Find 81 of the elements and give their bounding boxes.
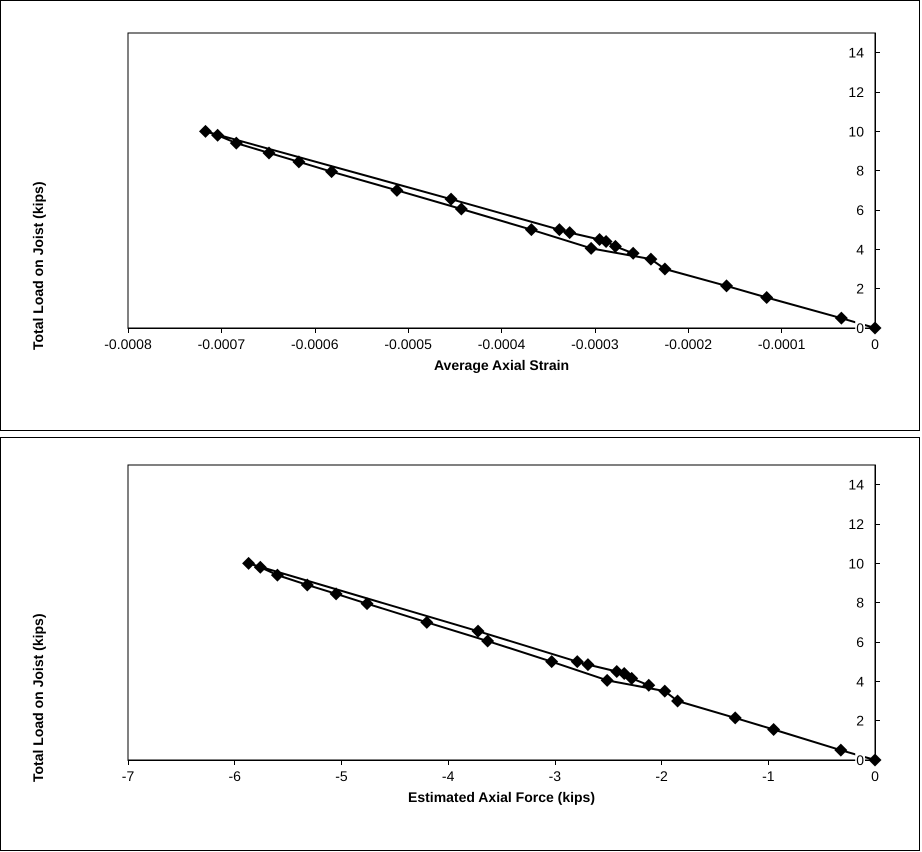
point [199, 124, 212, 138]
x-tick-label: -0.0007 [198, 336, 246, 352]
y-tick-label: 8 [856, 162, 864, 179]
y-tick-label: 2 [856, 280, 864, 297]
point [330, 587, 343, 600]
y-tick-label: 2 [856, 712, 864, 729]
y-tick-label: 14 [848, 44, 864, 61]
point [563, 226, 576, 240]
point [658, 262, 672, 276]
point [300, 578, 314, 592]
point [270, 568, 284, 582]
x-tick-label: -0.0001 [758, 336, 806, 352]
point [390, 184, 404, 197]
point [728, 711, 742, 724]
x-tick-label: 0 [871, 336, 880, 352]
point [552, 223, 566, 236]
x-tick-label: -3 [548, 768, 562, 784]
x-tick-label: -0.0008 [104, 336, 152, 352]
point [834, 744, 848, 757]
point [444, 192, 458, 206]
x-tick-label: -7 [122, 768, 134, 784]
point [600, 234, 613, 248]
point [581, 658, 594, 672]
point [642, 678, 656, 692]
point [360, 597, 374, 610]
y-tick-label: 10 [848, 123, 864, 140]
x-tick-label: -0.0006 [291, 336, 339, 352]
x-tick-label: 0 [871, 768, 880, 784]
point [760, 291, 774, 304]
y-tick-label: 14 [848, 476, 864, 493]
point [584, 242, 598, 255]
x-axis-title: Average Axial Strain [434, 357, 570, 373]
x-tick-label: -0.0003 [571, 336, 619, 352]
point [625, 672, 638, 685]
point [472, 624, 485, 638]
x-tick-label: -0.0002 [664, 336, 712, 352]
point [671, 694, 684, 708]
point [767, 723, 780, 736]
point [626, 246, 640, 260]
x-tick-label: -5 [335, 768, 348, 784]
y-axis-title: Total Load on Joist (kips) [30, 613, 46, 782]
y-tick-label: 12 [848, 84, 864, 100]
x-tick-label: -0.0004 [478, 336, 526, 352]
y-tick-label: 6 [856, 202, 864, 218]
point [600, 674, 614, 687]
point [570, 655, 584, 668]
point [292, 155, 306, 168]
point [545, 655, 558, 668]
y-tick-label: 0 [856, 752, 864, 768]
y-tick-label: 12 [848, 516, 864, 532]
y-tick-label: 6 [856, 634, 864, 650]
x-axis-title: Estimated Axial Force (kips) [408, 789, 595, 805]
y-tick-label: 0 [856, 320, 864, 336]
point [242, 556, 256, 570]
x-tick-label: -4 [442, 768, 455, 784]
point [454, 202, 468, 216]
point [608, 240, 622, 253]
point [254, 560, 267, 574]
point [834, 312, 848, 325]
y-tick-label: 10 [848, 555, 864, 572]
point [618, 666, 631, 680]
y-tick-label: 4 [856, 241, 864, 258]
point [325, 165, 338, 178]
point [230, 136, 243, 150]
x-tick-label: -6 [228, 768, 242, 784]
y-tick-label: 8 [856, 594, 864, 611]
point [524, 223, 538, 236]
x-tick-label: -2 [655, 768, 668, 784]
y-axis-title: Total Load on Joist (kips) [30, 181, 46, 350]
x-tick-label: -0.0005 [384, 336, 432, 352]
point [868, 322, 882, 334]
point [720, 279, 734, 292]
point [262, 146, 276, 160]
x-tick-label: -1 [762, 768, 775, 784]
point [644, 252, 658, 266]
point [481, 634, 494, 648]
point [868, 754, 882, 766]
point [420, 616, 434, 629]
point [658, 684, 672, 698]
y-tick-label: 4 [856, 673, 864, 690]
point [211, 128, 224, 142]
